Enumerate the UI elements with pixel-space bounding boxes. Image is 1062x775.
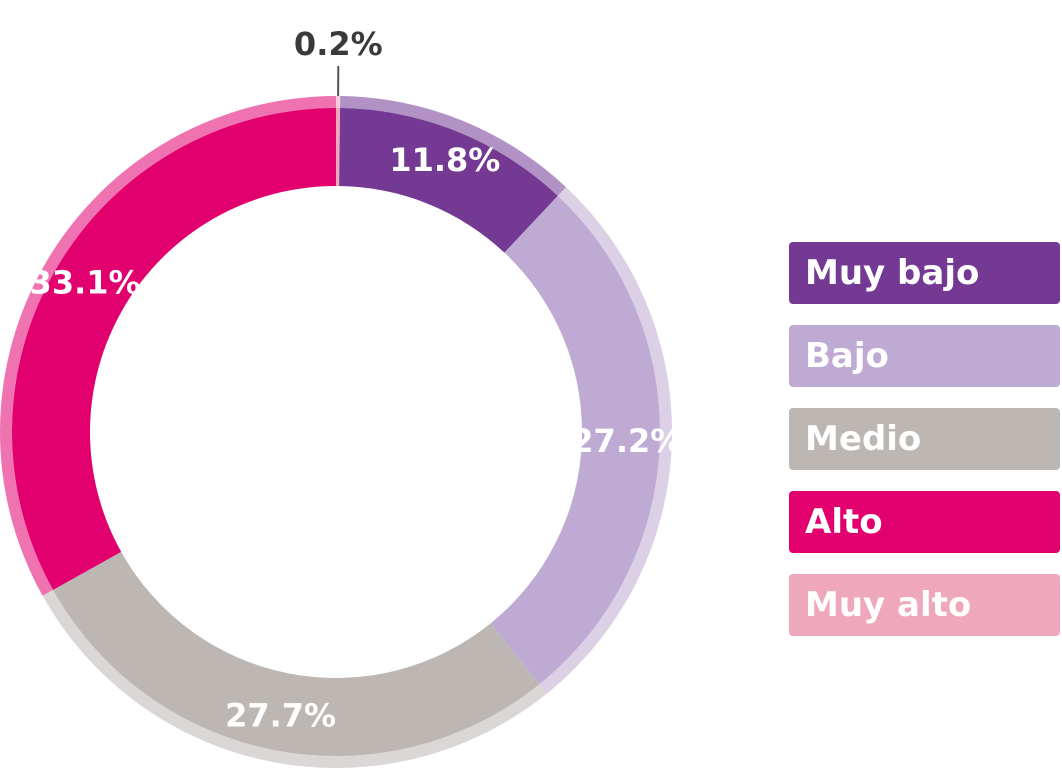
slice-label-muy-bajo: 11.8% (389, 141, 500, 179)
outer-ring-muy-bajo (340, 96, 567, 196)
slice-bajo (490, 195, 660, 685)
legend-item-medio: Medio (789, 408, 1060, 470)
slice-label-bajo: 27.2% (571, 422, 682, 460)
donut-outer-ring (0, 96, 673, 769)
legend-label: Muy alto (805, 585, 972, 625)
slice-muy-alto (336, 108, 341, 187)
donut-inner-ring (12, 108, 660, 756)
slice-labels: 0.2% 11.8% 27.2% 27.7% 33.1% (30, 25, 683, 735)
legend-label: Alto (805, 502, 883, 542)
slice-label-medio: 27.7% (225, 697, 336, 735)
legend-item-muy-bajo: Muy bajo (789, 242, 1060, 304)
slice-medio (53, 551, 540, 756)
slice-muy-bajo (339, 108, 558, 253)
legend-item-bajo: Bajo (789, 325, 1060, 387)
legend-item-alto: Alto (789, 491, 1060, 553)
outer-ring-bajo (539, 187, 673, 694)
legend-label: Medio (805, 419, 922, 459)
slice-label-muy-alto: 0.2% (294, 25, 383, 63)
legend-label: Muy bajo (805, 253, 980, 293)
outer-ring-alto (0, 96, 336, 596)
legend-label: Bajo (805, 336, 889, 376)
outer-ring-muy-alto (336, 96, 341, 109)
slice-label-alto: 33.1% (30, 264, 141, 302)
slice-alto (12, 108, 337, 590)
legend: Muy bajo Bajo Medio Alto Muy alto (789, 242, 1060, 636)
legend-item-muy-alto: Muy alto (789, 574, 1060, 636)
